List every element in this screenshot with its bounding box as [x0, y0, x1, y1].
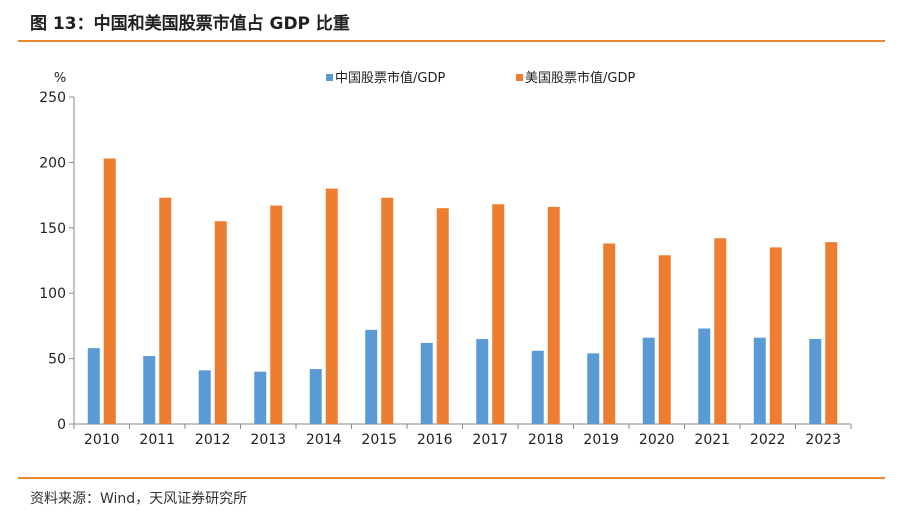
- legend-label-us: 美国股票市值/GDP: [525, 70, 635, 86]
- y-tick-label: 50: [48, 352, 66, 368]
- bar-us: [381, 197, 394, 424]
- bar-us: [714, 238, 727, 424]
- x-tick-label: 2010: [84, 432, 120, 448]
- bar-china: [365, 329, 378, 424]
- x-tick-label: 2015: [361, 432, 397, 448]
- bar-us: [547, 206, 560, 424]
- source-rule: [18, 477, 885, 479]
- x-tick-label: 2022: [750, 432, 786, 448]
- bar-us: [492, 204, 505, 424]
- bar-china: [809, 338, 822, 424]
- bar-china: [143, 355, 156, 424]
- bar-china: [642, 337, 655, 424]
- source-note: 资料来源：Wind，天风证券研究所: [30, 491, 248, 507]
- bar-us: [103, 158, 116, 424]
- bar-china: [198, 370, 211, 424]
- x-tick-label: 2013: [250, 432, 286, 448]
- bar-us: [825, 242, 838, 424]
- x-tick-label: 2012: [195, 432, 231, 448]
- x-tick-label: 2019: [583, 432, 619, 448]
- bar-china: [753, 337, 766, 424]
- bar-china: [531, 350, 544, 424]
- chart-legend: 中国股票市值/GDP 美国股票市值/GDP: [326, 70, 635, 86]
- bar-china: [698, 328, 711, 424]
- y-tick-label: 250: [39, 90, 66, 106]
- x-tick-label: 2017: [472, 432, 508, 448]
- bar-us: [159, 197, 172, 424]
- legend-label-china: 中国股票市值/GDP: [335, 70, 445, 86]
- x-tick-label: 2011: [139, 432, 175, 448]
- figure-title: 图 13：中国和美国股票市值占 GDP 比重: [30, 14, 350, 34]
- y-tick-label: 100: [39, 286, 66, 302]
- bar-us: [769, 247, 782, 424]
- bar-us: [270, 205, 283, 424]
- x-tick-label: 2020: [639, 432, 675, 448]
- bar-china: [254, 371, 267, 424]
- x-tick-label: 2021: [694, 432, 730, 448]
- bar-china: [87, 348, 100, 424]
- bar-us: [658, 255, 671, 424]
- legend-swatch-china: [326, 74, 333, 81]
- chart-bars: [87, 158, 838, 424]
- y-tick-label: 150: [39, 221, 66, 237]
- x-tick-label: 2014: [306, 432, 342, 448]
- y-axis-unit-label: %: [54, 71, 66, 86]
- bar-china: [587, 353, 600, 424]
- bar-us: [214, 221, 227, 424]
- bar-china: [309, 369, 322, 424]
- y-tick-label: 0: [57, 417, 66, 433]
- legend-swatch-us: [516, 74, 523, 81]
- bar-us: [325, 188, 338, 424]
- x-tick-label: 2023: [805, 432, 841, 448]
- bar-china: [420, 342, 433, 424]
- title-rule: [18, 40, 885, 42]
- bar-us: [436, 208, 449, 424]
- bar-us: [603, 243, 616, 424]
- chart-axes: % 0 50 100 150 200 250 2010 2011 2012 2013 2014 2015…: [39, 71, 852, 448]
- x-tick-label: 2016: [417, 432, 453, 448]
- x-tick-label: 2018: [528, 432, 564, 448]
- y-tick-label: 200: [39, 155, 66, 171]
- bar-china: [476, 338, 489, 424]
